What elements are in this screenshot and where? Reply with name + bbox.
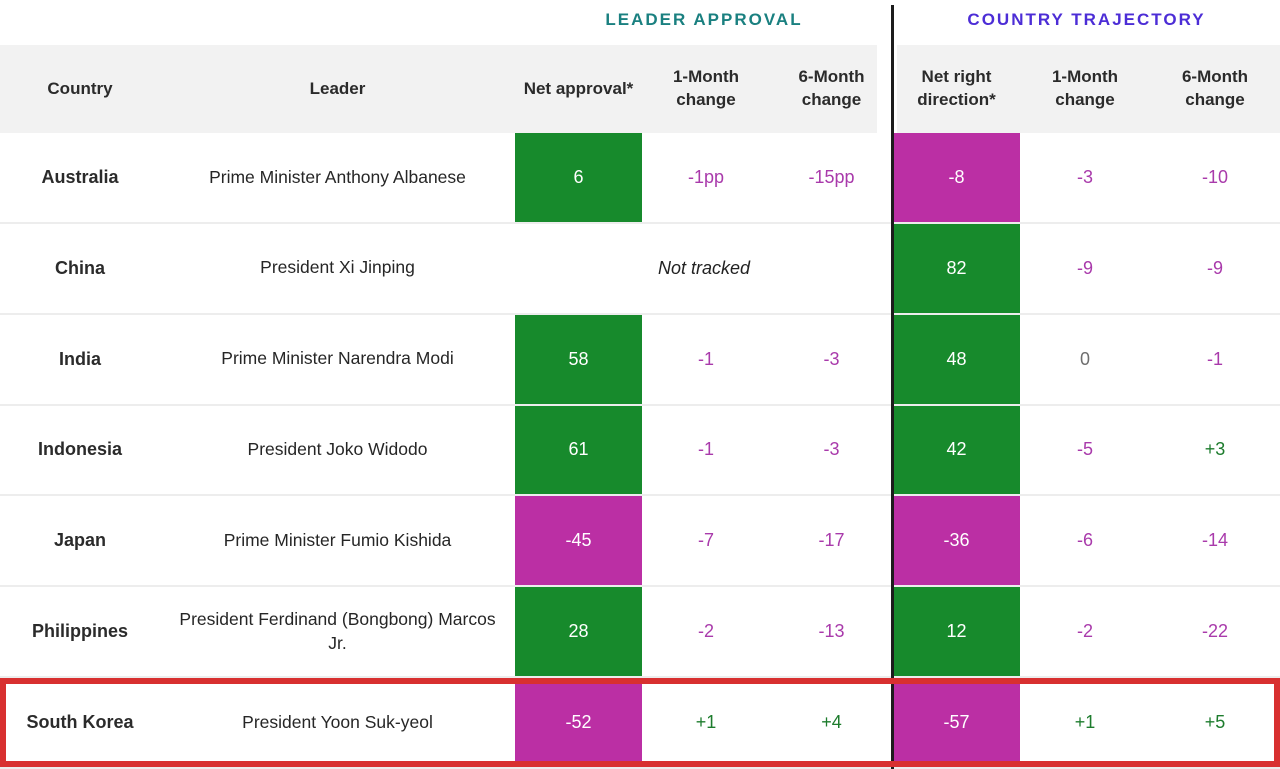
col-header-leader: Leader xyxy=(309,78,366,98)
col-header-trajectory-6month: 6-Month change xyxy=(1181,67,1249,109)
country-label: Japan xyxy=(53,530,107,551)
approval-6month-change: -3 xyxy=(823,348,840,369)
net-approval-value: 61 xyxy=(515,405,642,495)
column-header-row: Country Leader Net approval* 1-Month cha… xyxy=(0,45,1280,133)
section-divider-line xyxy=(891,5,894,769)
net-approval-value: -52 xyxy=(515,678,642,767)
table-row-south-korea-highlighted: South Korea President Yoon Suk-yeol -52 … xyxy=(0,678,1280,769)
net-approval-value: 58 xyxy=(515,314,642,404)
trajectory-1month-change: -5 xyxy=(1076,439,1093,460)
net-right-direction-cell: -57 xyxy=(893,678,1020,767)
header-band-left xyxy=(0,45,877,133)
net-right-direction-value: 48 xyxy=(893,314,1020,404)
trajectory-1month-change: 0 xyxy=(1079,348,1090,369)
country-label: Australia xyxy=(41,166,119,187)
col-header-trajectory-1month: 1-Month change xyxy=(1051,67,1119,109)
col-header-country: Country xyxy=(47,78,113,98)
trajectory-1month-change: -3 xyxy=(1076,166,1093,187)
col-header-net-right-direction: Net right direction* xyxy=(917,67,996,109)
country-label: Philippines xyxy=(31,621,128,642)
approval-1month-change: -7 xyxy=(697,530,714,551)
net-right-direction-cell: 42 xyxy=(893,405,1020,495)
net-approval-cell: -52 xyxy=(515,678,642,767)
approval-1month-change: +1 xyxy=(695,711,717,732)
net-right-direction-value: 12 xyxy=(893,587,1020,677)
trajectory-6month-change: -10 xyxy=(1201,166,1228,187)
net-approval-value: -45 xyxy=(515,496,642,586)
net-approval-cell: -45 xyxy=(515,496,642,586)
trajectory-1month-change: +1 xyxy=(1074,711,1096,732)
country-label: Indonesia xyxy=(37,439,122,460)
trajectory-1month-change: -9 xyxy=(1076,257,1093,278)
net-approval-cell: 61 xyxy=(515,405,642,495)
net-right-direction-value: 82 xyxy=(893,223,1020,313)
table-row-india: India Prime Minister Narendra Modi 58 -1… xyxy=(0,314,1280,406)
net-right-direction-value: -36 xyxy=(893,496,1020,586)
approval-1month-change: -1 xyxy=(697,439,714,460)
trajectory-6month-change: +5 xyxy=(1204,711,1226,732)
col-header-approval-1month: 1-Month change xyxy=(672,67,740,109)
section-title-leader-approval: LEADER APPROVAL xyxy=(605,10,803,29)
net-approval-value: 28 xyxy=(515,587,642,677)
approval-1month-change: -1pp xyxy=(687,166,725,187)
leader-label: Prime Minister Anthony Albanese xyxy=(209,166,466,187)
net-right-direction-value: -57 xyxy=(893,678,1020,767)
header-band-right xyxy=(897,45,1280,133)
table-row-china: China President Xi Jinping Not tracked 8… xyxy=(0,223,1280,315)
country-label: India xyxy=(58,348,101,369)
leader-label: President Xi Jinping xyxy=(260,257,415,278)
col-header-net-approval: Net approval* xyxy=(523,78,634,98)
col-header-approval-6month: 6-Month change xyxy=(798,67,865,109)
approval-1month-change: -1 xyxy=(697,348,714,369)
trajectory-1month-change: -2 xyxy=(1076,621,1093,642)
table-row-japan: Japan Prime Minister Fumio Kishida -45 -… xyxy=(0,496,1280,588)
not-tracked-label: Not tracked xyxy=(657,257,751,278)
leader-label: Prime Minister Narendra Modi xyxy=(221,348,454,369)
net-right-direction-cell: -8 xyxy=(893,133,1020,222)
net-right-direction-cell: 48 xyxy=(893,314,1020,404)
leader-label: President Ferdinand (Bongbong) Marcos Jr… xyxy=(179,609,496,653)
net-right-direction-cell: -36 xyxy=(893,496,1020,586)
net-approval-cell: 28 xyxy=(515,587,642,677)
approval-1month-change: -2 xyxy=(697,621,714,642)
leader-label: President Joko Widodo xyxy=(247,439,428,460)
table-row-australia: Australia Prime Minister Anthony Albanes… xyxy=(0,133,1280,224)
approval-6month-change: -15pp xyxy=(808,166,855,187)
trajectory-6month-change: +3 xyxy=(1204,439,1226,460)
trajectory-6month-change: -9 xyxy=(1206,257,1223,278)
country-label: South Korea xyxy=(26,711,134,732)
trajectory-6month-change: -1 xyxy=(1206,348,1223,369)
table-row-philippines: Philippines President Ferdinand (Bongbon… xyxy=(0,587,1280,679)
trajectory-6month-change: -22 xyxy=(1201,621,1228,642)
approval-6month-change: -3 xyxy=(823,439,840,460)
country-label: China xyxy=(54,257,105,278)
net-right-direction-cell: 12 xyxy=(893,587,1020,677)
leader-label: Prime Minister Fumio Kishida xyxy=(223,529,452,550)
net-right-direction-value: 42 xyxy=(893,405,1020,495)
net-right-direction-cell: 82 xyxy=(893,223,1020,313)
net-approval-cell: 58 xyxy=(515,314,642,404)
section-title-country-trajectory: COUNTRY TRAJECTORY xyxy=(967,10,1206,29)
approval-6month-change: -13 xyxy=(818,621,845,642)
approval-6month-change: -17 xyxy=(818,530,845,551)
net-approval-value: 6 xyxy=(515,133,642,222)
leader-label: President Yoon Suk-yeol xyxy=(242,711,433,732)
section-header-strip: LEADER APPROVAL COUNTRY TRAJECTORY xyxy=(0,0,1280,45)
approval-6month-change: +4 xyxy=(821,711,842,732)
trajectory-1month-change: -6 xyxy=(1076,530,1093,551)
net-right-direction-value: -8 xyxy=(893,133,1020,222)
table-row-indonesia: Indonesia President Joko Widodo 61 -1 -3… xyxy=(0,405,1280,497)
net-approval-cell: 6 xyxy=(515,133,642,222)
trajectory-6month-change: -14 xyxy=(1201,530,1228,551)
